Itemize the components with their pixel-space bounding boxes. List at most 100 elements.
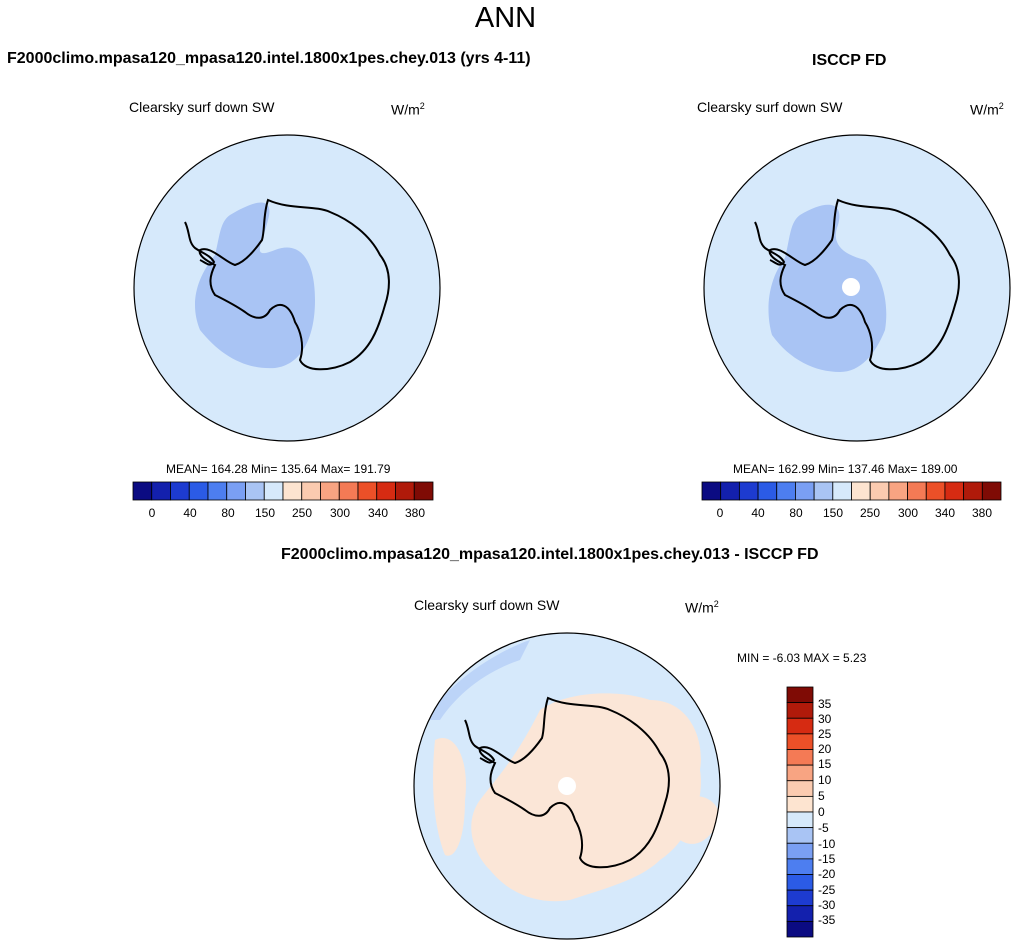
obs-colorbar-tick: 300 — [897, 506, 919, 520]
obs-map-field — [704, 135, 1010, 441]
model-colorbar-swatch — [245, 481, 265, 501]
model-colorbar-swatch — [413, 481, 434, 501]
obs-colorbar-tick: 40 — [751, 506, 765, 520]
model-panel-header: F2000climo.mpasa120_mpasa120.intel.1800x… — [7, 50, 531, 67]
diff-units-base: W/m — [685, 599, 714, 616]
obs-colorbar-swatch — [851, 481, 871, 501]
diff-colorbar-tick: 25 — [818, 727, 832, 741]
diff-colorbar-tick: -25 — [818, 883, 836, 897]
model-map-border — [133, 134, 441, 442]
diff-colorbar-tick: -10 — [818, 837, 836, 851]
obs-map-border — [703, 134, 1011, 442]
obs-colorbar-swatch — [738, 481, 759, 501]
model-stats: MEAN= 164.28 Min= 135.64 Max= 191.79 — [166, 462, 391, 476]
model-colorbar-swatch — [357, 481, 378, 501]
obs-units-label: W/m2 — [970, 102, 1004, 117]
diff-colorbar-swatch — [786, 780, 814, 797]
diff-variable-label: Clearsky surf down SW — [414, 597, 560, 613]
obs-variable-label: Clearsky surf down SW — [697, 99, 843, 115]
obs-colorbar-tick: 340 — [934, 506, 956, 520]
model-colorbar-swatch — [226, 481, 246, 501]
obs-colorbar-swatch — [869, 481, 890, 501]
diff-colorbar-tick: 35 — [818, 697, 832, 711]
obs-colorbar-swatch — [701, 481, 722, 501]
diff-antarctica-coastline — [478, 696, 670, 869]
diff-colorbar-swatch — [786, 842, 814, 860]
diff-colorbar-swatch — [786, 874, 814, 891]
diff-colorbar-swatch — [786, 717, 814, 735]
model-colorbar-swatch — [338, 481, 359, 501]
diff-units-label: W/m2 — [685, 600, 719, 615]
model-colorbar-swatch — [263, 481, 284, 501]
model-colorbar-swatch — [151, 481, 171, 501]
model-antarctica-coastline — [198, 198, 390, 371]
diff-units-exponent: 2 — [713, 599, 719, 609]
model-colorbar-tick: 380 — [404, 506, 426, 520]
model-colorbar-tick: 300 — [329, 506, 351, 520]
model-colorbar-tick: 80 — [221, 506, 235, 520]
obs-colorbar-swatch — [813, 481, 834, 501]
diff-colorbar-swatch — [786, 827, 814, 844]
diff-panel-header: F2000climo.mpasa120_mpasa120.intel.1800x… — [281, 546, 819, 563]
obs-colorbar-swatch — [832, 481, 852, 501]
main-title: ANN — [474, 2, 537, 34]
model-colorbar-swatch — [170, 481, 190, 501]
diff-colorbar-tick: 30 — [818, 712, 832, 726]
diff-colorbar-swatch — [786, 795, 814, 813]
diff-colorbar-swatch — [786, 733, 814, 750]
diff-colorbar-swatch — [786, 749, 814, 766]
model-colorbar-swatch — [132, 481, 153, 501]
model-colorbar-swatch — [301, 481, 321, 501]
model-colorbar-tick: 340 — [367, 506, 389, 520]
diff-colorbar-tick: 0 — [818, 805, 825, 819]
diff-colorbar-swatch — [786, 905, 814, 922]
obs-colorbar-tick: 250 — [859, 506, 881, 520]
diff-colorbar-tick: -5 — [818, 821, 829, 835]
diff-colorbar-swatch — [786, 889, 814, 907]
obs-colorbar-swatch — [963, 481, 983, 501]
diff-map-field — [414, 633, 720, 939]
diff-colorbar-tick: 5 — [818, 789, 825, 803]
diff-peninsula-coastline — [464, 719, 496, 764]
model-variable-label: Clearsky surf down SW — [129, 99, 275, 115]
diff-colorbar-swatch — [786, 764, 814, 782]
model-colorbar-swatch — [395, 481, 415, 501]
model-units-exponent: 2 — [419, 101, 425, 111]
model-colorbar-tick: 0 — [148, 506, 156, 520]
model-colorbar-swatch — [207, 481, 228, 501]
diff-colorbar-swatch — [786, 686, 814, 704]
diff-colorbar-swatch — [786, 702, 814, 719]
model-colorbar-swatch — [376, 481, 396, 501]
diff-colorbar-tick: 10 — [818, 773, 832, 787]
diff-colorbar-tick: 15 — [818, 757, 832, 771]
model-colorbar-swatch — [282, 481, 303, 501]
model-colorbar-swatch — [320, 481, 340, 501]
obs-colorbar-swatch — [944, 481, 965, 501]
obs-colorbar-swatch — [925, 481, 946, 501]
diff-colorbar-tick: -15 — [818, 852, 836, 866]
obs-units-exponent: 2 — [998, 101, 1004, 111]
obs-colorbar-swatch — [907, 481, 927, 501]
model-map-field — [134, 135, 440, 441]
diff-colorbar-tick: -20 — [818, 867, 836, 881]
model-units-label: W/m2 — [391, 102, 425, 117]
diff-colorbar-tick: -35 — [818, 913, 836, 927]
obs-antarctica-coastline — [768, 198, 960, 371]
obs-colorbar-tick: 80 — [789, 506, 803, 520]
obs-colorbar-swatch — [888, 481, 908, 501]
obs-stats: MEAN= 162.99 Min= 137.46 Max= 189.00 — [733, 462, 958, 476]
diff-stats: MIN = -6.03 MAX = 5.23 — [737, 651, 867, 665]
obs-colorbar-swatch — [776, 481, 796, 501]
model-units-base: W/m — [391, 101, 420, 118]
obs-peninsula-coastline — [754, 221, 786, 266]
obs-colorbar-swatch — [981, 481, 1002, 501]
model-peninsula-coastline — [184, 221, 216, 266]
obs-colorbar-swatch — [795, 481, 815, 501]
diff-colorbar-swatch — [786, 811, 814, 829]
obs-colorbar-tick: 0 — [716, 506, 724, 520]
obs-colorbar-swatch — [757, 481, 778, 501]
obs-panel-header: ISCCP FD — [812, 52, 887, 69]
diff-colorbar-swatch — [786, 858, 814, 875]
diff-colorbar-swatch — [786, 920, 814, 938]
diff-map-border — [413, 632, 721, 940]
